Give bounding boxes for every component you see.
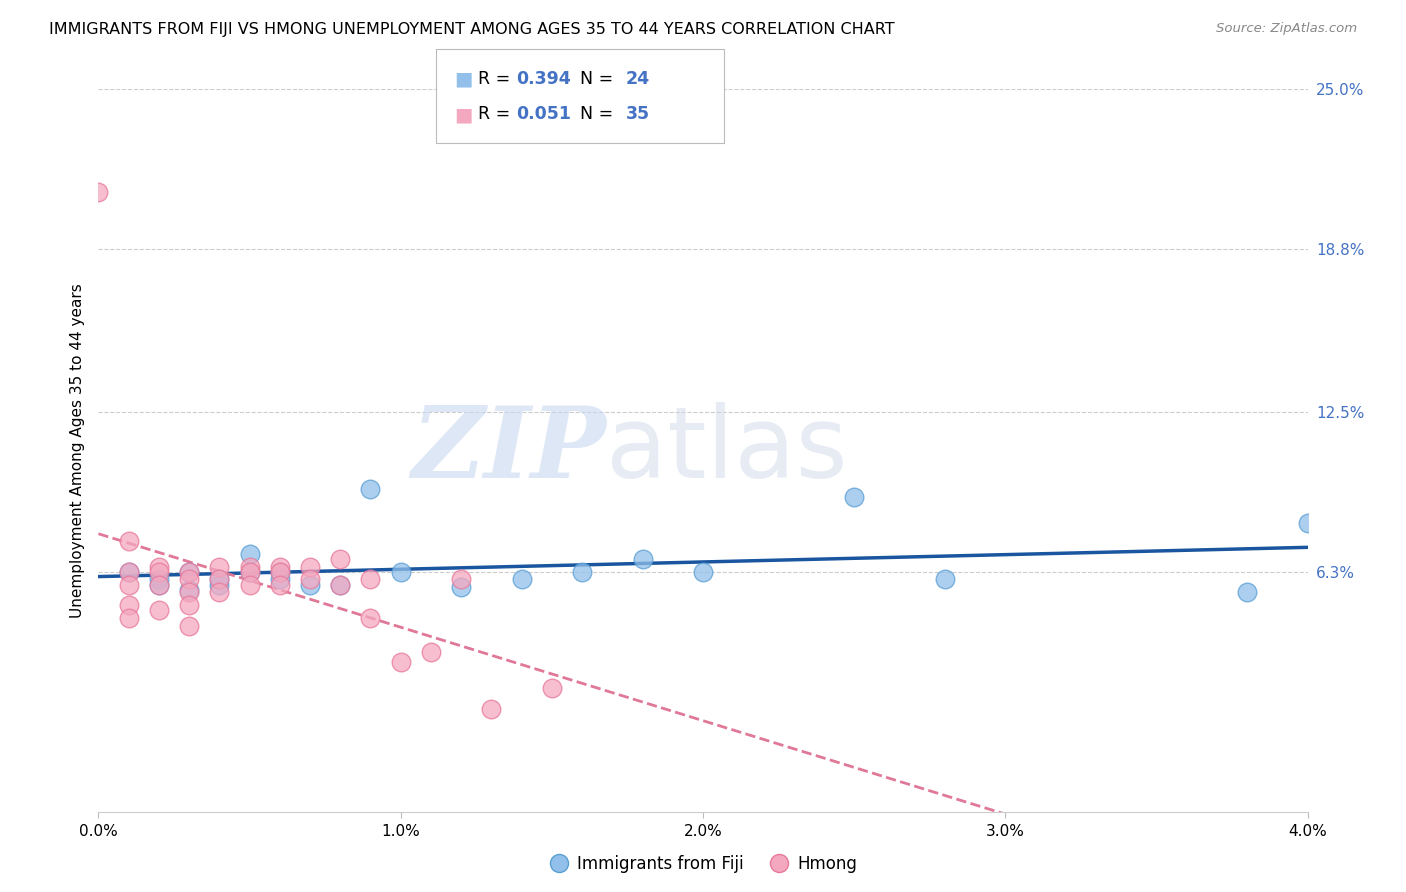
Point xyxy=(148,603,170,617)
Text: R =: R = xyxy=(478,105,516,123)
Point xyxy=(118,565,141,579)
Text: 35: 35 xyxy=(626,105,650,123)
Point xyxy=(360,611,382,625)
Point xyxy=(118,565,141,579)
Point xyxy=(299,559,322,574)
Point xyxy=(631,551,654,566)
Point xyxy=(208,573,231,587)
Text: 0.051: 0.051 xyxy=(516,105,571,123)
Point xyxy=(208,559,231,574)
Point xyxy=(571,565,593,579)
Point xyxy=(179,565,201,579)
Text: atlas: atlas xyxy=(606,402,848,499)
Point xyxy=(239,547,262,561)
Point xyxy=(329,577,352,591)
Point xyxy=(389,655,412,669)
Point xyxy=(450,573,472,587)
Point xyxy=(239,577,262,591)
Legend: Immigrants from Fiji, Hmong: Immigrants from Fiji, Hmong xyxy=(543,848,863,880)
Point xyxy=(239,565,262,579)
Point xyxy=(148,577,170,591)
Point xyxy=(179,599,201,613)
Point xyxy=(118,533,141,548)
Point xyxy=(934,573,956,587)
Text: IMMIGRANTS FROM FIJI VS HMONG UNEMPLOYMENT AMONG AGES 35 TO 44 YEARS CORRELATION: IMMIGRANTS FROM FIJI VS HMONG UNEMPLOYME… xyxy=(49,22,894,37)
Point xyxy=(269,565,291,579)
Point xyxy=(118,611,141,625)
Point xyxy=(1236,585,1258,599)
Point xyxy=(148,559,170,574)
Point xyxy=(87,186,110,200)
Point xyxy=(329,577,352,591)
Text: 0.394: 0.394 xyxy=(516,70,571,87)
Point xyxy=(239,565,262,579)
Point xyxy=(510,573,533,587)
Point xyxy=(208,585,231,599)
Point xyxy=(208,577,231,591)
Point xyxy=(540,681,562,695)
Point xyxy=(148,565,170,579)
Point xyxy=(299,573,322,587)
Point xyxy=(269,565,291,579)
Point xyxy=(269,573,291,587)
Point xyxy=(208,573,231,587)
Point xyxy=(389,565,412,579)
Point xyxy=(148,573,170,587)
Point xyxy=(450,580,472,594)
Text: R =: R = xyxy=(478,70,516,87)
Text: ■: ■ xyxy=(454,70,472,88)
Point xyxy=(360,482,382,496)
Y-axis label: Unemployment Among Ages 35 to 44 years: Unemployment Among Ages 35 to 44 years xyxy=(69,283,84,618)
Point xyxy=(239,559,262,574)
Point xyxy=(269,559,291,574)
Text: N =: N = xyxy=(569,70,619,87)
Point xyxy=(269,577,291,591)
Point xyxy=(692,565,714,579)
Point xyxy=(844,490,866,504)
Text: Source: ZipAtlas.com: Source: ZipAtlas.com xyxy=(1216,22,1357,36)
Point xyxy=(118,599,141,613)
Text: 24: 24 xyxy=(626,70,650,87)
Point xyxy=(179,585,201,599)
Point xyxy=(1296,516,1319,530)
Point xyxy=(148,577,170,591)
Point xyxy=(179,565,201,579)
Point xyxy=(420,645,443,659)
Point xyxy=(329,551,352,566)
Point xyxy=(481,701,503,715)
Point xyxy=(299,577,322,591)
Point xyxy=(179,619,201,633)
Text: ZIP: ZIP xyxy=(412,402,606,499)
Text: N =: N = xyxy=(569,105,619,123)
Point xyxy=(179,582,201,597)
Point xyxy=(118,577,141,591)
Point xyxy=(179,573,201,587)
Point xyxy=(360,573,382,587)
Text: ■: ■ xyxy=(454,105,472,124)
